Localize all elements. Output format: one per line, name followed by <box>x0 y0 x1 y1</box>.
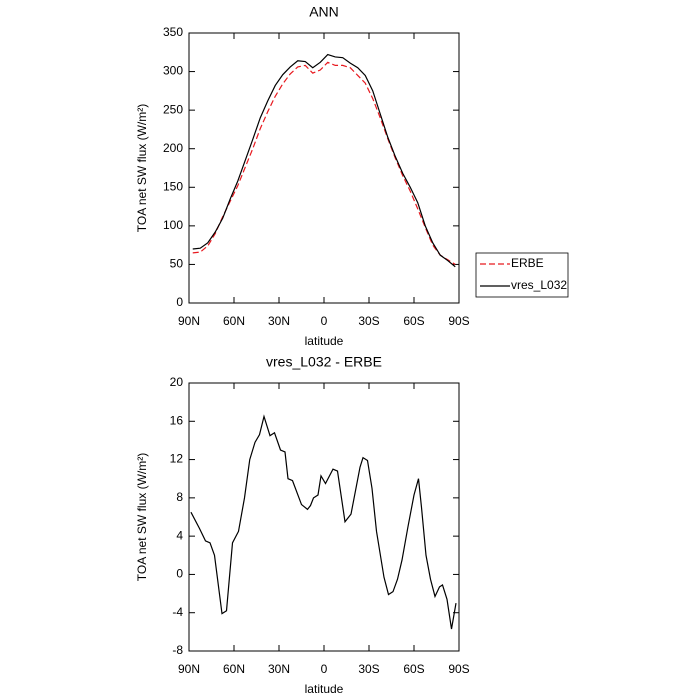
x-tick-label: 30N <box>268 662 290 676</box>
y-axis-label: TOA net SW flux (W/m²) <box>135 104 149 232</box>
x-tick-label: 60S <box>403 314 424 328</box>
data-line <box>190 414 457 630</box>
y-tick-label: -8 <box>172 643 183 657</box>
legend-label: ERBE <box>511 256 544 270</box>
x-tick-label: 90S <box>448 314 469 328</box>
y-tick-label: 0 <box>176 567 183 581</box>
y-tick-label: -4 <box>172 605 183 619</box>
x-tick-label: 30S <box>358 662 379 676</box>
y-tick-label: 350 <box>163 25 183 39</box>
plot-frame <box>188 382 460 652</box>
y-tick-label: 50 <box>170 257 184 271</box>
x-tick-label: 60S <box>403 662 424 676</box>
y-tick-label: 8 <box>176 490 183 504</box>
chart-title: vres_L032 - ERBE <box>266 354 382 370</box>
y-tick-label: 16 <box>170 413 184 427</box>
y-tick-label: 300 <box>163 64 183 78</box>
x-tick-label: 90S <box>448 662 469 676</box>
y-tick-label: 150 <box>163 179 183 193</box>
y-tick-label: 200 <box>163 141 183 155</box>
data-line <box>192 61 456 265</box>
data-line <box>192 53 456 268</box>
y-tick-label: 12 <box>170 452 184 466</box>
legend-label: vres_L032 <box>511 278 567 292</box>
x-tick-label: 30S <box>358 314 379 328</box>
x-tick-label: 30N <box>268 314 290 328</box>
x-tick-label: 60N <box>223 314 245 328</box>
x-tick-label: 0 <box>321 662 328 676</box>
y-tick-label: 20 <box>170 375 184 389</box>
x-axis-label: latitude <box>305 682 344 696</box>
y-tick-label: 4 <box>176 528 183 542</box>
plot-frame <box>188 32 460 304</box>
x-axis-label: latitude <box>305 334 344 348</box>
x-tick-label: 0 <box>321 314 328 328</box>
x-tick-label: 60N <box>223 662 245 676</box>
y-tick-label: 250 <box>163 102 183 116</box>
x-tick-label: 90N <box>178 314 200 328</box>
y-tick-label: 0 <box>176 295 183 309</box>
x-tick-label: 90N <box>178 662 200 676</box>
legend-box <box>475 252 569 298</box>
y-tick-label: 100 <box>163 218 183 232</box>
y-axis-label: TOA net SW flux (W/m²) <box>135 453 149 581</box>
chart-title: ANN <box>309 4 339 20</box>
